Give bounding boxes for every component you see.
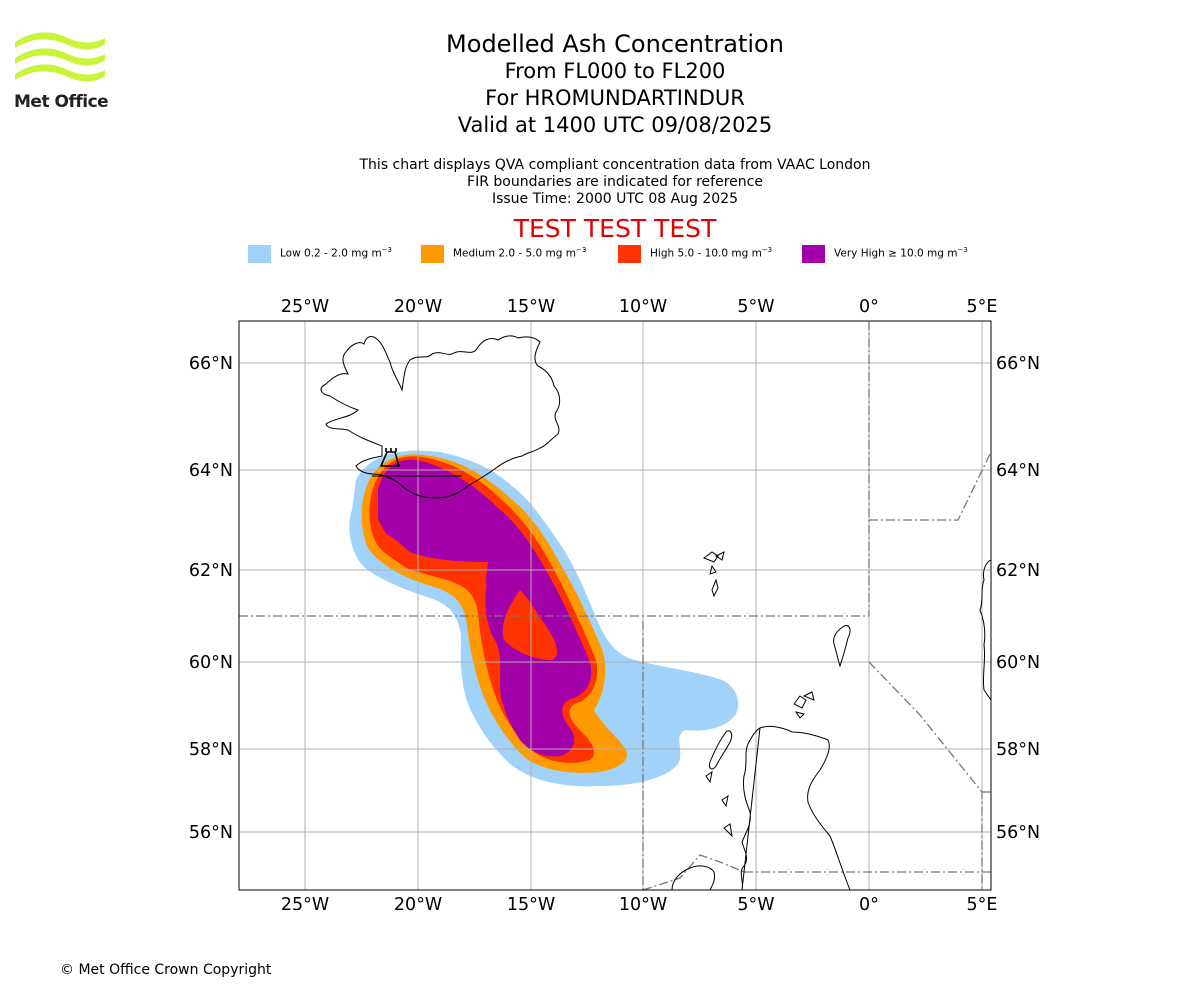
orkney-coastline	[793, 691, 815, 719]
chart-title: Modelled Ash Concentration	[446, 30, 784, 58]
title-block: Modelled Ash Concentration From FL000 to…	[0, 30, 1200, 139]
legend-unit-exp: −3	[575, 246, 587, 254]
lat-label-left: 58°N	[189, 740, 233, 760]
hebrides-islets	[705, 770, 733, 838]
coastlines	[320, 335, 991, 890]
ash-area-high-pocket	[502, 590, 558, 660]
lat-label-right: 64°N	[996, 461, 1040, 481]
volcano-name: For HROMUNDARTINDUR	[485, 86, 745, 110]
info-block: This chart displays QVA compliant concen…	[0, 157, 1200, 208]
lat-label-left: 66°N	[189, 354, 233, 374]
legend-label-medium: Medium 2.0 - 5.0 mg m	[453, 247, 576, 260]
legend-label-high: High 5.0 - 10.0 mg m	[650, 247, 762, 260]
iceland-coastline	[320, 335, 561, 499]
scotland-coastline	[740, 725, 851, 890]
graticule	[239, 321, 991, 890]
legend-swatch-low	[248, 245, 271, 263]
copyright: © Met Office Crown Copyright	[60, 962, 272, 978]
ash-area-high-pocket	[382, 533, 488, 585]
level-range: From FL000 to FL200	[504, 59, 726, 83]
lon-label-top: 15°W	[507, 297, 555, 317]
lat-label-right: 56°N	[996, 823, 1040, 843]
lon-label-bottom: 15°W	[507, 895, 555, 915]
test-banner: TEST TEST TEST	[513, 214, 717, 243]
legend-unit-exp: −3	[381, 246, 393, 254]
lat-label-right: 62°N	[996, 561, 1040, 581]
lat-label-left: 62°N	[189, 561, 233, 581]
faroe-coastline	[702, 551, 725, 598]
met-office-logo-icon	[15, 32, 105, 82]
outer-hebrides-coastline	[709, 730, 733, 770]
legend-swatch-medium	[421, 245, 444, 263]
shetland-coastline	[833, 625, 851, 668]
ash-area-very-high	[378, 459, 592, 757]
legend-swatch-very-high	[802, 245, 825, 263]
lon-label-top: 5°E	[967, 297, 998, 317]
legend-unit-exp: −3	[957, 246, 968, 254]
lon-label-top: 5°W	[737, 297, 774, 317]
ireland-coastline	[671, 865, 715, 890]
legend-swatch-high	[618, 245, 641, 263]
lon-label-bottom: 5°E	[967, 895, 998, 915]
volcano-marker-icon	[379, 448, 401, 467]
fir-boundaries	[239, 321, 991, 890]
info-line: FIR boundaries are indicated for referen…	[467, 174, 763, 190]
lat-label-right: 58°N	[996, 740, 1040, 760]
lon-label-bottom: 0°	[859, 895, 879, 915]
lon-label-bottom: 5°W	[737, 895, 774, 915]
lat-label-right: 60°N	[996, 653, 1040, 673]
lon-label-top: 10°W	[619, 297, 667, 317]
logo-text: Met Office	[14, 92, 109, 112]
lon-label-bottom: 10°W	[619, 895, 667, 915]
lon-label-top: 0°	[859, 297, 879, 317]
legend-label-very-high: Very High ≥ 10.0 mg m	[834, 247, 958, 260]
legend-label-low: Low 0.2 - 2.0 mg m	[280, 247, 382, 260]
lat-label-left: 64°N	[189, 461, 233, 481]
lon-label-bottom: 20°W	[394, 895, 442, 915]
info-line: Issue Time: 2000 UTC 08 Aug 2025	[491, 191, 739, 207]
lat-label-left: 60°N	[189, 653, 233, 673]
lon-label-top: 20°W	[394, 297, 442, 317]
lon-label-top: 25°W	[281, 297, 329, 317]
lat-label-right: 66°N	[996, 354, 1040, 374]
valid-time: Valid at 1400 UTC 09/08/2025	[457, 113, 773, 137]
norway-coastline	[979, 559, 991, 701]
map-frame	[238, 320, 992, 891]
lon-label-bottom: 25°W	[281, 895, 329, 915]
info-line: This chart displays QVA compliant concen…	[359, 157, 871, 173]
lat-label-left: 56°N	[189, 823, 233, 843]
legend-unit-exp: −3	[761, 246, 773, 254]
